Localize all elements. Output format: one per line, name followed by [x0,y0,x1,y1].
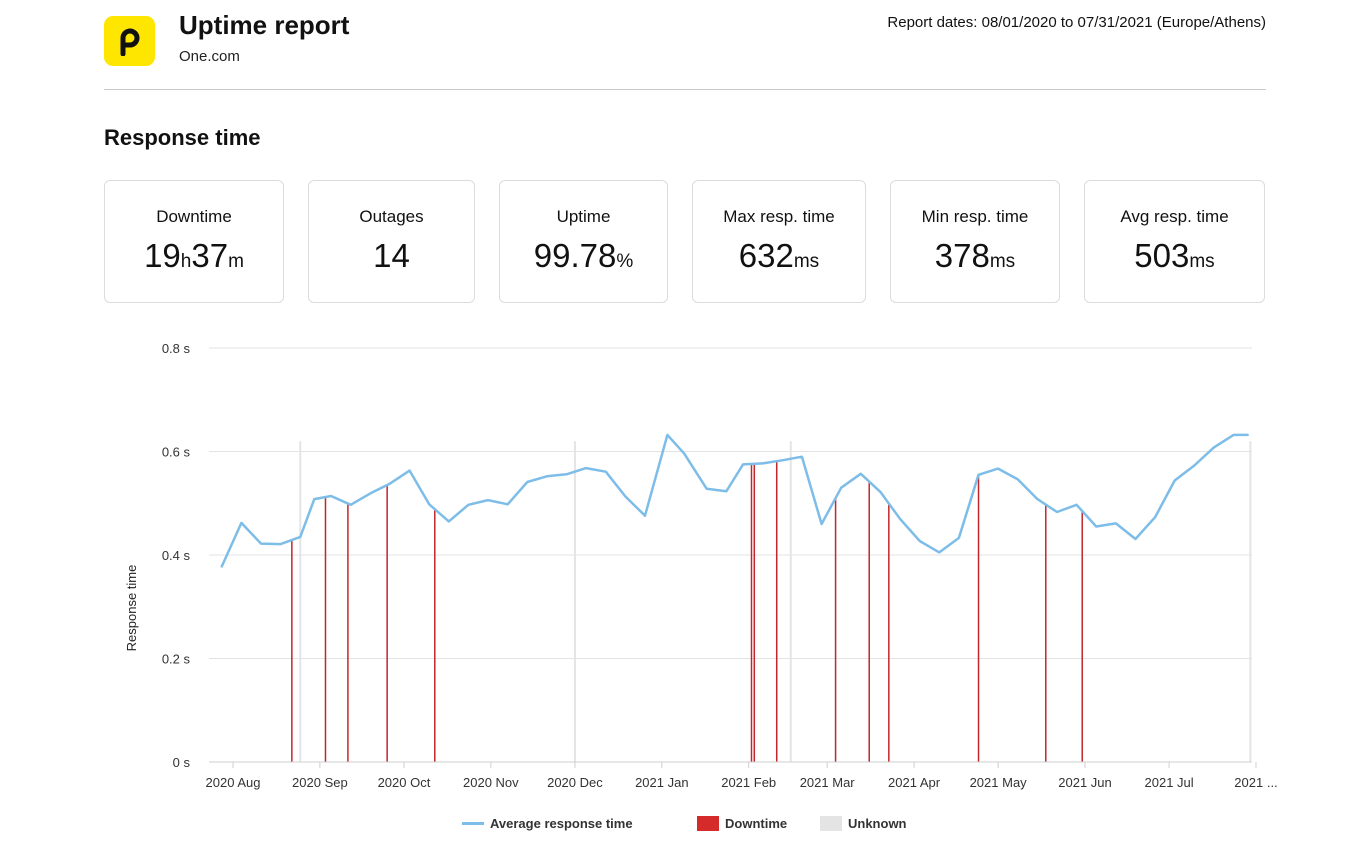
x-tick-label: 2021 Jul [1145,775,1194,790]
stat-value-unit: ms [989,251,1016,272]
legend-line-swatch [462,822,484,825]
stat-value-number: 378 [934,237,990,274]
legend-item-downtime[interactable]: Downtime [697,816,787,831]
section-title: Response time [104,125,261,150]
x-tick-label: 2021 Jun [1058,775,1112,790]
series-line [220,433,1249,568]
stat-card-max-resp-time: Max resp. time 632ms [692,180,866,303]
stat-value: 503ms [1085,237,1264,275]
stat-value-number: 503 [1134,237,1190,274]
stat-card-uptime: Uptime 99.78% [499,180,668,303]
stat-label: Outages [359,207,424,226]
y-tick-label: 0.2 s [162,652,191,667]
y-axis-title: Response time [124,565,139,652]
stat-value-unit: ms [793,251,820,272]
stat-label: Min resp. time [921,207,1029,226]
stat-value-unit: % [616,251,634,272]
x-tick-label: 2020 Nov [463,775,519,790]
report-dates: Report dates: 08/01/2020 to 07/31/2021 (… [887,14,1266,31]
stat-label: Uptime [556,207,611,226]
monitor-name: One.com [179,48,240,65]
stat-value-unit: m [228,251,244,272]
grid-lines [209,347,1252,659]
x-tick-label: 2021 Jan [635,775,689,790]
legend-label: Unknown [848,816,907,831]
stat-card-min-resp-time: Min resp. time 378ms [890,180,1060,303]
legend-item-average[interactable]: Average response time [462,816,633,831]
x-tick-label: 2021 Apr [888,775,941,790]
x-tick-label: 2021 Feb [721,775,776,790]
x-tick-label: 2021 ... [1234,775,1277,790]
y-tick-label: 0.4 s [162,548,191,563]
unknown-markers [299,441,1252,762]
stat-label: Max resp. time [723,207,835,226]
logo-p-icon [120,28,139,56]
stat-value-unit: ms [1189,251,1215,272]
stat-value: 14 [309,237,474,275]
x-tick-label: 2021 May [970,775,1028,790]
header-divider [104,89,1266,90]
axes [209,761,1257,768]
stat-value: 632ms [693,237,865,275]
x-tick-label: 2020 Sep [292,775,348,790]
legend-label: Average response time [490,816,633,831]
x-tick-label: 2020 Aug [206,775,261,790]
legend-item-unknown[interactable]: Unknown [820,816,907,831]
stat-label: Downtime [156,207,232,226]
stat-label: Avg resp. time [1120,207,1229,226]
stat-value-number: 632 [738,237,794,274]
response-time-chart: 0 s 0.2 s 0.4 s 0.6 s 0.8 s 2020 Aug 2020 Sep… [124,341,1278,790]
y-tick-label: 0.6 s [162,445,191,460]
logo [104,16,155,66]
report-title: Uptime report [179,10,350,40]
stat-card-downtime: Downtime 19h37m [104,180,284,303]
legend-label: Downtime [725,816,788,831]
y-tick-label: 0 s [173,755,191,770]
series-lines [220,433,1249,568]
stat-value-number: 37 [191,237,229,274]
y-tick-label: 0.8 s [162,341,191,356]
stat-value: 19h37m [105,237,283,275]
y-tick-labels: 0 s 0.2 s 0.4 s 0.6 s 0.8 s [162,341,191,770]
stat-value-number: 99.78 [533,237,617,274]
x-tick-label: 2021 Mar [800,775,856,790]
stat-card-avg-resp-time: Avg resp. time 503ms [1084,180,1265,303]
stat-value-number: 19 [144,237,181,274]
downtime-markers [291,461,1083,762]
stat-value-number: 14 [373,237,410,274]
stat-value: 99.78% [500,237,667,275]
legend-box-swatch [697,816,719,831]
stat-value: 378ms [891,237,1059,275]
x-tick-label: 2020 Oct [378,775,431,790]
stat-value-unit: h [180,251,192,272]
legend-box-swatch [820,816,842,831]
x-tick-labels: 2020 Aug 2020 Sep 2020 Oct 2020 Nov 2020 Dec… [206,775,1278,790]
stat-card-outages: Outages 14 [308,180,475,303]
x-tick-label: 2020 Dec [547,775,603,790]
